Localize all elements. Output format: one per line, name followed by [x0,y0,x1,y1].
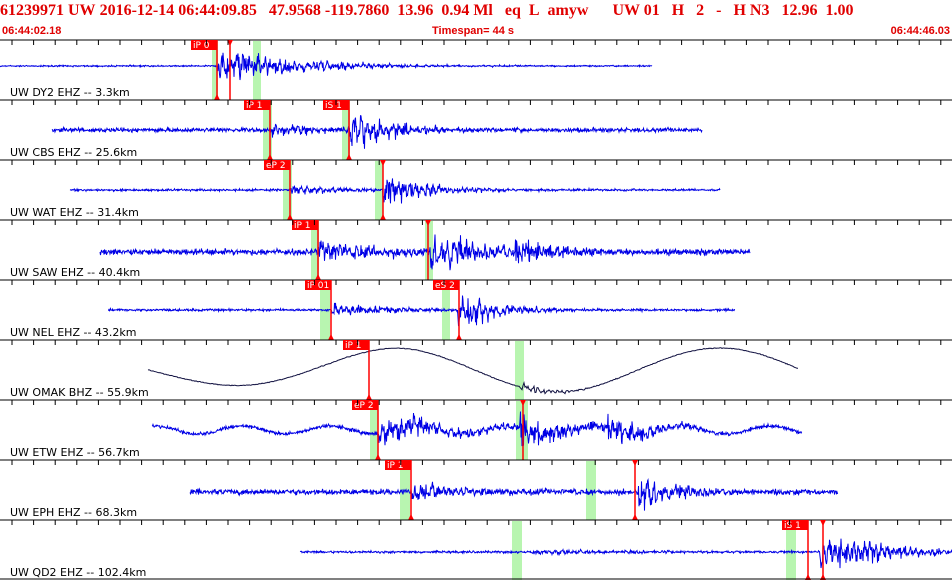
seismic-waveform [299,538,952,569]
station-label: UW NEL EHZ -- 43.2km [10,326,137,339]
phase-pick-marker [375,454,381,460]
phase-pick-marker [425,220,431,226]
phase-pick-marker [380,214,386,220]
station-label: UW DY2 EHZ -- 3.3km [10,86,130,99]
phase-pick-label[interactable]: eP 2 [354,401,374,411]
magnitude: 0.94 [441,2,470,19]
phase-pick-marker [632,514,638,520]
phase-pick-flag [264,160,290,170]
station-label: UW CBS EHZ -- 25.6km [10,146,137,159]
phase-pick-flag [292,220,318,230]
timespan-start: 06:44:02.18 [2,25,62,37]
pick-window [786,521,796,580]
pick-window [263,101,272,160]
seismic-waveform [189,477,839,511]
phase-pick-label[interactable]: iP 01 [307,281,329,291]
phase-pick-marker [366,394,372,400]
velocity-model: H N3 [733,2,770,19]
pick-window [370,401,378,460]
phase-pick-marker [408,514,414,520]
origin-date: 2016-12-14 [99,2,175,19]
phase-pick-flag [343,340,369,350]
phase-pick-marker [520,400,526,406]
phase-pick-marker [456,334,462,340]
phase-pick-label[interactable]: iP 1 [246,101,263,111]
trace-panel[interactable]: iS 1 UW QD2 EHZ -- 102.4km [0,519,952,580]
event-network: UW [68,2,96,19]
origin-time: 06:44:09.85 [178,2,257,19]
phase-pick-label[interactable]: iP 1 [345,341,362,351]
trace-panel[interactable]: iP 1 UW EPH EHZ -- 68.3km [0,459,952,520]
phase-pick-label[interactable]: iP 1 [294,221,311,231]
phase-pick-label[interactable]: iS 1 [325,101,342,111]
station-label: UW WAT EHZ -- 31.4km [10,206,139,219]
event-type: eq [504,2,521,19]
seismic-waveform [108,295,736,327]
trace-panel[interactable]: iP 01 eS 2 UW NEL EHZ -- 43.2km [0,279,952,340]
value-b: 1.00 [825,2,854,19]
trace-panel[interactable]: iP 1 UW OMAK BHZ -- 55.9km [0,339,952,400]
phase-pick-marker [820,520,826,526]
phase-pick-marker [346,154,352,160]
station-label: UW OMAK BHZ -- 55.9km [10,386,149,399]
phase-pick-flag [352,400,378,410]
timespan-length: Timespan= 44 s [432,25,515,37]
trace-panel[interactable]: eP 2 UW ETW EHZ -- 56.7km [0,399,952,460]
pick-window [425,221,433,280]
magnitude-type: Ml [473,2,493,19]
analyst: amyw [547,2,589,19]
phase-pick-label[interactable]: iP 1 [387,461,404,471]
trace-panel[interactable]: iP 1 iS 1 UW CBS EHZ -- 25.6km [0,99,952,160]
seismic-waveform [99,234,751,271]
phase-pick-marker [214,94,220,100]
depth: 13.96 [397,2,434,19]
phase-pick-flag [305,280,331,290]
quality: H [671,2,685,19]
phase-pick-marker [287,214,293,220]
seismic-waveform [147,347,798,395]
trace-panel[interactable]: iP 1 UW SAW EHZ -- 40.4km [0,219,952,280]
pick-window [515,341,524,400]
pick-window [212,41,218,100]
dash: - [716,2,722,19]
trace-panel[interactable]: eP 2 UW WAT EHZ -- 31.4km [0,159,952,220]
phase-pick-flag [191,40,217,50]
station-label: UW EPH EHZ -- 68.3km [10,506,137,519]
phase-pick-marker [632,460,638,466]
solution-source: UW 01 [612,2,660,19]
pick-window [342,101,350,160]
phase-pick-flag [385,460,411,470]
seismic-waveform [0,52,653,81]
phase-pick-label[interactable]: iP 0 [193,41,210,51]
seismic-waveform [51,114,703,149]
phase-pick-marker [315,274,321,280]
timespan-end: 06:44:46.03 [890,25,950,37]
event-summary-header: 61239971 UW 2016-12-14 06:44:09.85 47.95… [0,0,952,22]
value-a: 12.96 [781,2,818,19]
phase-pick-label[interactable]: eP 2 [266,161,286,171]
station-label: UW SAW EHZ -- 40.4km [10,266,140,279]
station-label: UW QD2 EHZ -- 102.4km [10,566,146,579]
phase-pick-label[interactable]: iS 1 [784,521,801,531]
seismic-waveform [151,411,803,447]
phase-pick-marker [380,160,386,166]
review-flag: L [528,2,540,19]
trace-panel[interactable]: iP 0 UW DY2 EHZ -- 3.3km [0,39,952,100]
seismic-waveform [69,178,721,204]
phase-pick-marker [267,154,273,160]
phase-pick-flag [244,100,270,110]
event-id: 61239971 [0,2,64,19]
latitude: 47.9568 [268,2,321,19]
longitude: -119.7860 [324,2,390,19]
station-label: UW ETW EHZ -- 56.7km [10,446,140,459]
phase-pick-marker [328,334,334,340]
count-a: 2 [696,2,705,19]
phase-pick-flag [433,280,459,290]
phase-pick-flag [782,520,808,530]
phase-pick-label[interactable]: eS 2 [435,281,455,291]
pick-window [512,521,522,580]
